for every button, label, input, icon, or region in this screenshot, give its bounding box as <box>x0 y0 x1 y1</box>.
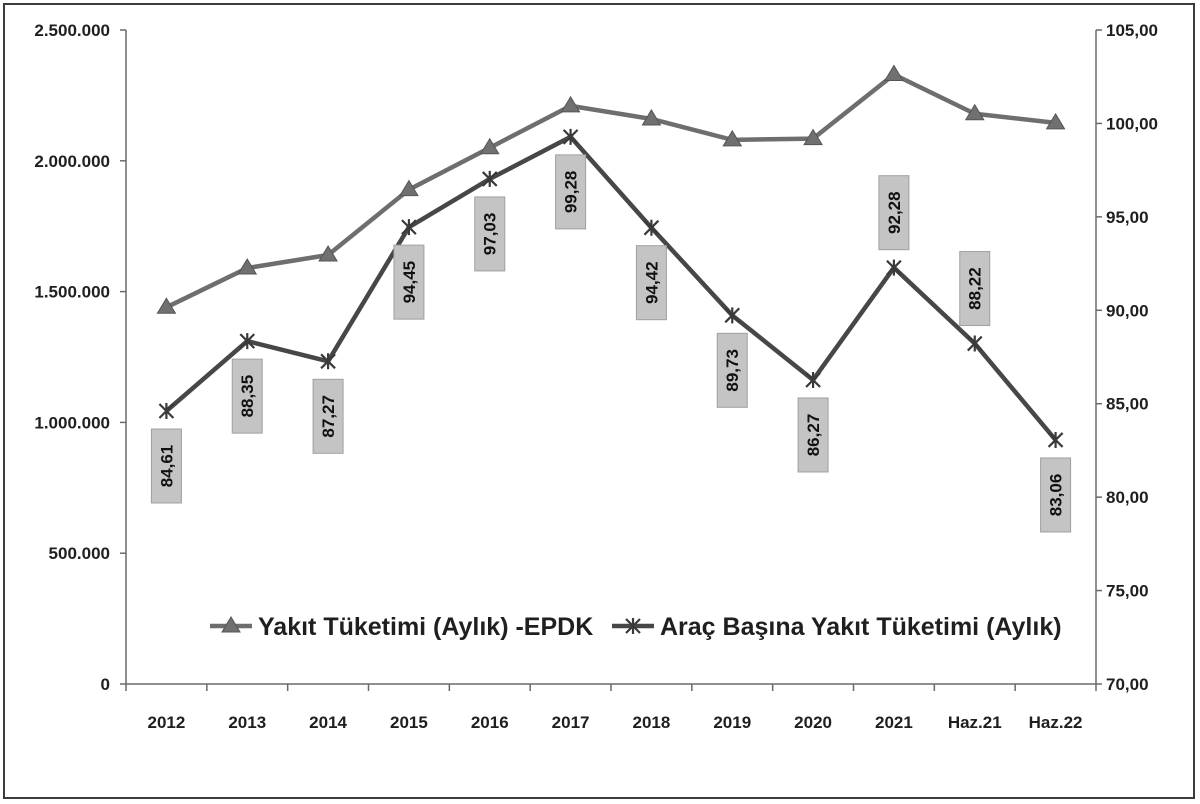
triangle-marker <box>803 128 823 146</box>
x-tick-label: 2017 <box>552 713 590 732</box>
x-tick-label: Haz.22 <box>1029 713 1083 732</box>
data-label: 89,73 <box>723 349 742 392</box>
triangle-marker <box>479 137 500 155</box>
asterisk-marker <box>805 371 821 388</box>
data-label: 83,06 <box>1047 474 1066 517</box>
triangle-marker <box>722 129 743 147</box>
data-label: 97,03 <box>481 213 500 256</box>
data-label: 84,61 <box>157 445 176 488</box>
right-tick-label: 85,00 <box>1106 395 1149 414</box>
right-tick-label: 70,00 <box>1106 675 1149 694</box>
data-label-box <box>474 196 506 272</box>
data-label-box <box>393 244 425 320</box>
triangle-marker <box>964 103 985 121</box>
x-tick-label: 2021 <box>875 713 913 732</box>
x-tick-label: 2019 <box>713 713 751 732</box>
left-tick-label: 1.500.000 <box>34 283 110 302</box>
right-tick-label: 75,00 <box>1106 582 1149 601</box>
data-label: 94,42 <box>642 261 661 304</box>
asterisk-marker <box>886 259 902 276</box>
right-tick-label: 100,00 <box>1106 114 1158 133</box>
asterisk-marker <box>1047 431 1064 448</box>
asterisk-marker <box>966 335 983 352</box>
data-label-box <box>959 251 991 327</box>
x-tick-label: 2013 <box>228 713 266 732</box>
left-tick-label: 0 <box>101 675 110 694</box>
x-tick-label: 2018 <box>633 713 671 732</box>
data-label: 88,22 <box>966 267 985 310</box>
legend-label-per-vehicle: Araç Başına Yakıt Tüketimi (Aylık) <box>660 613 1062 641</box>
asterisk-marker <box>643 219 660 236</box>
right-tick-label: 90,00 <box>1106 301 1149 320</box>
triangle-marker <box>641 108 662 126</box>
left-tick-label: 2.500.000 <box>34 21 110 40</box>
series-line-fuel-consumption <box>165 72 1056 310</box>
data-label: 87,27 <box>319 395 338 438</box>
right-tick-label: 95,00 <box>1106 208 1149 227</box>
legend-triangle-marker <box>221 616 241 633</box>
x-tick-label: 2020 <box>794 713 832 732</box>
legend-asterisk-marker <box>625 618 641 634</box>
data-label-box <box>878 175 910 251</box>
data-label: 99,28 <box>562 171 581 214</box>
right-tick-label: 80,00 <box>1106 488 1149 507</box>
triangle-marker <box>1045 112 1066 130</box>
data-label-box <box>150 428 182 504</box>
asterisk-marker <box>724 307 741 324</box>
data-label-box <box>1040 457 1072 533</box>
chart-frame <box>3 3 1195 799</box>
triangle-marker <box>560 95 581 113</box>
data-label-box <box>312 378 344 454</box>
triangle-marker <box>318 245 338 262</box>
data-label: 94,45 <box>400 261 419 304</box>
x-tick-label: 2015 <box>390 713 428 732</box>
data-label-box <box>555 154 587 230</box>
right-tick-label: 105,00 <box>1106 21 1158 40</box>
data-label-box <box>797 397 829 473</box>
asterisk-marker <box>481 170 498 187</box>
x-tick-label: Haz.21 <box>948 713 1002 732</box>
triangle-marker <box>884 64 904 81</box>
left-tick-label: 1.000.000 <box>34 413 110 432</box>
asterisk-marker <box>239 333 256 350</box>
left-tick-label: 2.000.000 <box>34 152 110 171</box>
asterisk-marker <box>320 353 336 370</box>
triangle-marker <box>156 297 177 314</box>
triangle-marker <box>237 258 258 275</box>
asterisk-marker <box>562 128 579 145</box>
x-tick-label: 2012 <box>148 713 186 732</box>
data-label-box <box>635 245 667 321</box>
legend-label-fuel-consumption: Yakıt Tüketimi (Aylık) -EPDK <box>258 613 593 641</box>
data-label-box <box>231 358 263 434</box>
data-label-box <box>716 332 748 408</box>
asterisk-marker <box>401 219 417 236</box>
asterisk-marker <box>158 403 175 420</box>
x-tick-label: 2016 <box>471 713 509 732</box>
data-label: 86,27 <box>804 414 823 457</box>
data-label: 92,28 <box>885 191 904 234</box>
data-label: 88,35 <box>238 375 257 418</box>
x-tick-label: 2014 <box>309 713 347 732</box>
triangle-marker <box>399 179 419 197</box>
series-line-per-vehicle <box>164 134 1058 442</box>
left-tick-label: 500.000 <box>49 544 110 563</box>
